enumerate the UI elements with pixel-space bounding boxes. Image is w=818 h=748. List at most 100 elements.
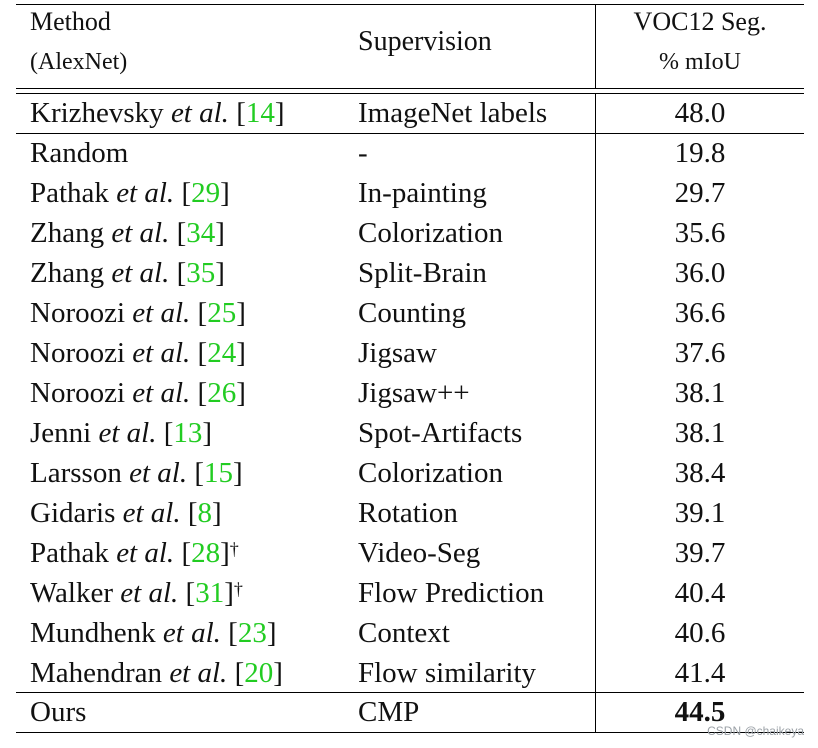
author: Mundhenk (30, 617, 156, 649)
table-row: Zhang et al. [34] Colorization 35.6 (0, 213, 818, 253)
citation-link[interactable]: 28 (191, 537, 221, 569)
citation-link[interactable]: 20 (244, 657, 274, 689)
et-al: et al. (169, 657, 228, 689)
miou-cell: 41.4 (674, 657, 726, 689)
et-al: et al. (132, 377, 191, 409)
table-row: Pathak et al. [29] In-painting 29.7 (0, 173, 818, 213)
et-al: et al. (129, 457, 188, 489)
miou-cell: 38.4 (674, 457, 726, 489)
method-cell: Krizhevsky et al. [14] (30, 97, 285, 129)
method-cell: Noroozi et al. [26] (30, 377, 246, 409)
supervision-cell: CMP (358, 696, 420, 728)
header-supervision: Supervision (358, 26, 492, 57)
et-al: et al. (132, 297, 191, 329)
miou-cell: 38.1 (674, 417, 726, 449)
table-row: Larsson et al. [15] Colorization 38.4 (0, 453, 818, 493)
citation-link[interactable]: 14 (245, 97, 275, 129)
miou-cell: 44.5 (674, 696, 726, 728)
author: Pathak (30, 177, 109, 209)
method-cell: Walker et al. [31]† (30, 577, 243, 609)
supervision-cell: - (358, 137, 368, 169)
citation-link[interactable]: 29 (191, 177, 221, 209)
supervision-cell: Colorization (358, 457, 503, 489)
table-row-baseline: Krizhevsky et al. [14] ImageNet labels 4… (0, 93, 818, 133)
method-cell: Mahendran et al. [20] (30, 657, 283, 689)
citation-link[interactable]: 13 (173, 417, 203, 449)
supervision-cell: Video-Seg (358, 537, 481, 569)
supervision-cell: Rotation (358, 497, 458, 529)
table-row: Mahendran et al. [20] Flow similarity 41.4 (0, 653, 818, 693)
supervision-cell: Split-Brain (358, 257, 487, 289)
citation-link[interactable]: 35 (186, 257, 216, 289)
supervision-cell: Context (358, 617, 450, 649)
method-cell: Pathak et al. [28]† (30, 537, 239, 569)
author: Gidaris (30, 497, 116, 529)
ours-rule (16, 692, 804, 693)
method-cell: Zhang et al. [35] (30, 257, 225, 289)
bottom-rule (16, 732, 804, 733)
et-al: et al. (116, 177, 175, 209)
watermark: CSDN @chaikeya (707, 724, 804, 738)
dagger-mark: † (229, 539, 239, 559)
author: Mahendran (30, 657, 163, 689)
method-cell: Gidaris et al. [8] (30, 497, 222, 529)
supervision-cell: Jigsaw++ (358, 377, 470, 409)
citation-link[interactable]: 8 (197, 497, 213, 529)
miou-cell: 35.6 (674, 217, 726, 249)
miou-cell: 36.0 (674, 257, 726, 289)
author: Walker (30, 577, 114, 609)
header-double-rule-2 (16, 93, 804, 94)
method-cell: Noroozi et al. [25] (30, 297, 246, 329)
et-al: et al. (162, 617, 221, 649)
miou-cell: 40.4 (674, 577, 726, 609)
table-row: Noroozi et al. [24] Jigsaw 37.6 (0, 333, 818, 373)
supervision-cell: Flow similarity (358, 657, 537, 689)
author: Zhang (30, 257, 105, 289)
table-row: Zhang et al. [35] Split-Brain 36.0 (0, 253, 818, 293)
et-al: et al. (122, 497, 181, 529)
dagger-mark: † (233, 579, 243, 599)
citation-link[interactable]: 25 (207, 297, 237, 329)
header-voc: VOC12 Seg. (633, 7, 767, 36)
supervision-cell: Jigsaw (358, 337, 437, 369)
method-cell: Mundhenk et al. [23] (30, 617, 277, 649)
supervision-cell: Colorization (358, 217, 503, 249)
author: Pathak (30, 537, 109, 569)
miou-cell: 40.6 (674, 617, 726, 649)
citation-link[interactable]: 23 (237, 617, 267, 649)
citation-link[interactable]: 26 (207, 377, 237, 409)
column-divider-body (595, 93, 596, 733)
header-method-sub: (AlexNet) (30, 49, 128, 75)
citation-link[interactable]: 34 (186, 217, 216, 249)
method-cell: Noroozi et al. [24] (30, 337, 246, 369)
et-al: et al. (132, 337, 191, 369)
method-cell: Zhang et al. [34] (30, 217, 225, 249)
et-al: et al. (111, 217, 170, 249)
citation-link[interactable]: 24 (207, 337, 237, 369)
table-row: Walker et al. [31]† Flow Prediction 40.4 (0, 573, 818, 613)
miou-cell: 19.8 (674, 137, 726, 169)
citation-link[interactable]: 15 (204, 457, 233, 489)
et-al: et al. (120, 577, 179, 609)
header-miou: % mIoU (659, 49, 741, 75)
citation-link[interactable]: 31 (195, 577, 225, 609)
author: Noroozi (30, 377, 126, 409)
method-cell: Pathak et al. [29] (30, 177, 230, 209)
author: Noroozi (30, 297, 126, 329)
author: Jenni (30, 417, 92, 449)
header-method: Method (30, 7, 111, 36)
method-cell: Random (30, 137, 129, 169)
table-row: Noroozi et al. [26] Jigsaw++ 38.1 (0, 373, 818, 413)
top-rule (16, 4, 804, 5)
miou-cell: 48.0 (674, 97, 726, 129)
miou-cell: 39.7 (674, 537, 726, 569)
supervision-cell: Spot-Artifacts (358, 417, 523, 449)
et-al: et al. (116, 537, 175, 569)
miou-cell: 38.1 (674, 377, 726, 409)
method-cell: Jenni et al. [13] (30, 417, 213, 449)
supervision-cell: ImageNet labels (358, 97, 548, 129)
et-al: et al. (98, 417, 157, 449)
supervision-cell: Counting (358, 297, 466, 329)
table-row: Jenni et al. [13] Spot-Artifacts 38.1 (0, 413, 818, 453)
et-al: et al. (170, 97, 229, 129)
